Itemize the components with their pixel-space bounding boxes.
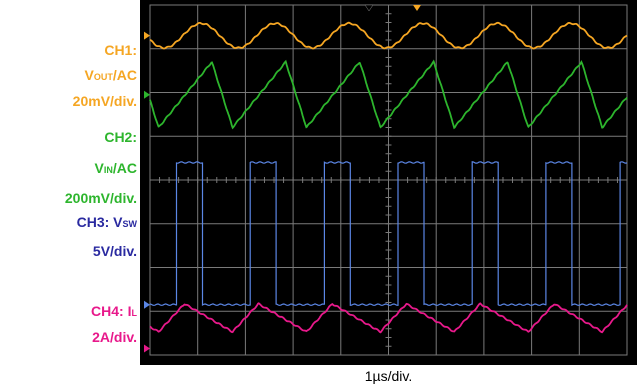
ch2-signal: VIN/AC: [95, 160, 137, 178]
ch2-ground-marker: [144, 90, 150, 99]
ch4-scale: 2A/div.: [92, 329, 137, 345]
ch4-label-sub: L: [131, 308, 138, 318]
timebase-label: 1µs/div.: [364, 368, 413, 384]
traces: [149, 21, 628, 334]
trigger-position-marker: [364, 4, 374, 12]
ch1-signal-tail: /AC: [112, 67, 137, 83]
ch1-label: CH1:: [104, 42, 137, 58]
ch1-scale-text: 20mV/div.: [72, 93, 137, 109]
ch4-label: CH4: I: [91, 303, 132, 319]
ch1-signal-v: V: [84, 67, 94, 83]
ch4-scale-text: 2A/div.: [92, 329, 137, 345]
ch2-signal-tail: /AC: [112, 160, 137, 176]
ch3-scale: 5V/div.: [93, 243, 137, 259]
ch3-scale-text: 5V/div.: [92, 243, 137, 259]
ch4-ground-marker: [144, 344, 150, 353]
ch2-title: CH2:: [104, 129, 137, 145]
ch2-signal-v: V: [94, 160, 104, 176]
ch3-label-sub: SW: [122, 219, 138, 229]
channel-markers: [144, 4, 421, 353]
ch2-scale: 200mV/div.: [65, 190, 137, 206]
ch2-label: CH2:: [104, 129, 137, 145]
ch2-scale-text: 200mV/div.: [64, 190, 137, 206]
trace-ch2: [149, 59, 628, 130]
trace-ch4: [149, 302, 628, 334]
ch1-scale: 20mV/div.: [73, 93, 137, 109]
ch1-signal: VOUT/AC: [85, 67, 137, 85]
trace-ch3: [149, 161, 628, 307]
ch4-title: CH4: IL: [91, 303, 137, 321]
ch3-label: CH3: V: [76, 214, 123, 230]
ch1-signal-sub: OUT: [93, 72, 113, 82]
ch1-title: CH1:: [104, 42, 137, 58]
trace-ch1: [149, 21, 628, 50]
ch3-title: CH3: VSW: [77, 214, 137, 232]
oscilloscope-screen: [140, 0, 637, 365]
trigger-level-marker: [413, 5, 421, 11]
ch3-ground-marker: [144, 300, 150, 309]
ch1-ground-marker: [144, 31, 150, 40]
ch2-signal-sub: IN: [103, 165, 113, 175]
